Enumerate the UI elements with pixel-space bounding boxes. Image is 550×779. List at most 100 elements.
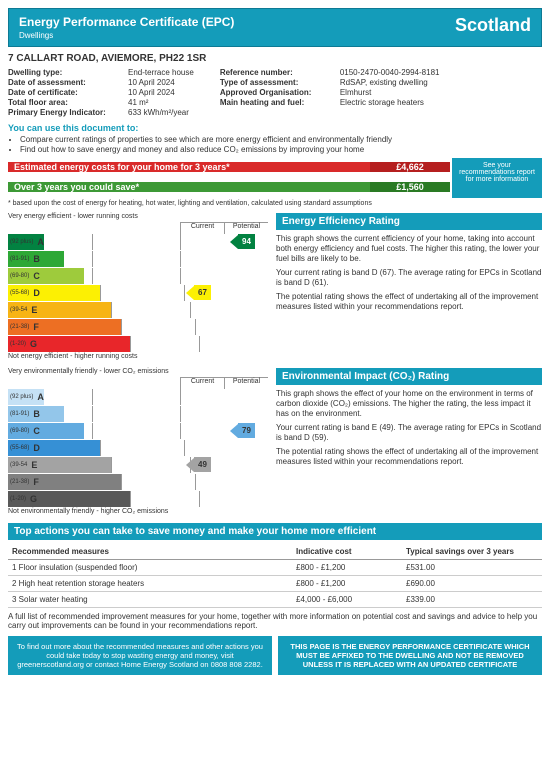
detail-key: Main heating and fuel: [220,98,340,107]
band-letter: F [33,477,39,487]
potential-arrow-value: 94 [238,234,255,249]
band-row: (69-80)C [8,268,268,284]
table-cell: £690.00 [402,576,542,592]
table-cell: £339.00 [402,592,542,608]
cert-header: Energy Performance Certificate (EPC) Dwe… [8,8,542,47]
table-row: 2 High heat retention storage heaters£80… [8,576,542,592]
table-cell: 2 High heat retention storage heaters [8,576,292,592]
footer-boxes: To find out more about the recommended m… [8,636,542,675]
detail-value: Electric storage heaters [340,98,424,107]
band-bar-G: (1-20)G [8,491,130,507]
detail-key: Primary Energy Indicator: [8,108,128,117]
band-range: (21-38) [8,324,29,330]
band-range: (39-54 [8,307,27,313]
actions-table: Recommended measuresIndicative costTypic… [8,544,542,608]
detail-row: Total floor area:41 m² [8,98,194,107]
band-row: (21-38) F [8,319,268,335]
detail-value: 41 m² [128,98,148,107]
detail-row: Primary Energy Indicator:633 kWh/m²/year [8,108,194,117]
band-range: (55-68) [8,290,29,296]
detail-value: 633 kWh/m²/year [128,108,189,117]
usage-item: Compare current ratings of properties to… [20,135,542,144]
detail-key: Reference number: [220,68,340,77]
table-cell: £800 - £1,200 [292,560,402,576]
eir-title: Environmental Impact (CO₂) Rating [276,368,542,385]
detail-value: Elmhurst [340,88,372,97]
band-bar-E: (39-54E [8,457,111,473]
band-row: (55-68)D [8,440,268,456]
eir-hint-top: Very environmentally friendly - lower CO… [8,368,268,375]
recommendations-box: See your recommendations report for more… [452,158,542,198]
current-arrow: 49 [186,457,211,472]
band-row: (55-68)D [8,285,268,301]
band-bar-G: (1-20) G [8,336,130,352]
usage-list: Compare current ratings of properties to… [20,135,542,154]
detail-value: 10 April 2024 [128,78,175,87]
band-letter: E [31,460,37,470]
band-range: (92 plus) [8,239,33,245]
band-range: (21-38) [8,479,29,485]
usage-header: You can use this document to: [8,123,542,133]
col-current: Current [180,222,224,234]
current-arrow-value: 67 [194,285,211,300]
band-letter: F [33,322,39,332]
band-bar-A: (92 plus)A [8,389,44,405]
detail-row: Type of assessment:RdSAP, existing dwell… [220,78,440,87]
band-range: (1-20) [8,341,26,347]
eer-text-3: The potential rating shows the effect of… [276,292,542,312]
detail-key: Dwelling type: [8,68,128,77]
band-row: (39-54E [8,302,268,318]
save-label: Over 3 years you could save* [8,182,370,192]
eir-text-3: The potential rating shows the effect of… [276,447,542,467]
potential-arrow-value: 79 [238,423,255,438]
eir-hint-bot: Not environmentally friendly - higher CO… [8,508,268,515]
property-details: Dwelling type:End-terrace houseDate of a… [8,68,542,117]
table-row: 1 Floor insulation (suspended floor)£800… [8,560,542,576]
table-header: Indicative cost [292,544,402,560]
band-row: (81-91)B [8,406,268,422]
band-row: (92 plus) A [8,234,268,250]
col-potential: Potential [224,222,268,234]
actions-footnote: A full list of recommended improvement m… [8,612,542,630]
eer-title: Energy Efficiency Rating [276,213,542,230]
band-row: (81-91)B [8,251,268,267]
col-potential-2: Potential [224,377,268,389]
band-bar-A: (92 plus) A [8,234,44,250]
eir-text-1: This graph shows the effect of your home… [276,389,542,419]
band-bar-F: (21-38) F [8,474,121,490]
detail-row: Date of assessment:10 April 2024 [8,78,194,87]
eer-text-1: This graph shows the current efficiency … [276,234,542,264]
detail-row: Date of certificate:10 April 2024 [8,88,194,97]
band-bar-D: (55-68)D [8,285,100,301]
band-bar-C: (69-80) C [8,423,84,439]
eer-chart: CurrentPotential (92 plus) A (81-91)B(69-8… [8,222,268,352]
band-letter: C [33,271,40,281]
band-row: (92 plus)A [8,389,268,405]
eir-chart: CurrentPotential (92 plus)A(81-91)B(69-8… [8,377,268,507]
table-cell: £4,000 - £6,000 [292,592,402,608]
eir-text-2: Your current rating is band E (49). The … [276,423,542,443]
info-box-right: THIS PAGE IS THE ENERGY PERFORMANCE CERT… [278,636,542,675]
eer-text-2: Your current rating is band D (67). The … [276,268,542,288]
band-letter: C [33,426,40,436]
detail-value: 10 April 2024 [128,88,175,97]
detail-row: Approved Organisation:Elmhurst [220,88,440,97]
detail-row: Main heating and fuel:Electric storage h… [220,98,440,107]
band-letter: A [37,237,44,247]
band-range: (55-68) [8,445,29,451]
table-cell: £800 - £1,200 [292,576,402,592]
band-letter: G [30,494,37,504]
detail-key: Date of assessment: [8,78,128,87]
band-range: (69-80) [8,428,29,434]
detail-key: Date of certificate: [8,88,128,97]
cost-section: Estimated energy costs for your home for… [8,158,542,198]
band-letter: G [30,339,37,349]
detail-key: Type of assessment: [220,78,340,87]
eer-hint-bot: Not energy efficient - higher running co… [8,353,268,360]
detail-key: Approved Organisation: [220,88,340,97]
band-row: (1-20) G [8,336,268,352]
band-range: (92 plus) [8,394,33,400]
current-arrow: 67 [186,285,211,300]
energy-efficiency-section: Very energy efficient - lower running co… [8,213,542,362]
band-row: (21-38) F [8,474,268,490]
